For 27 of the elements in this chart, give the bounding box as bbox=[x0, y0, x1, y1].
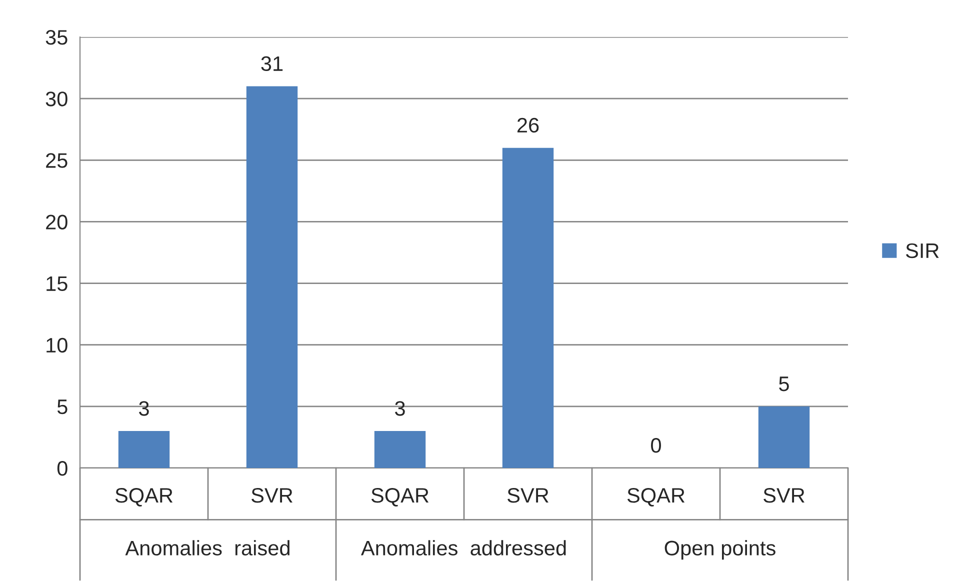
data-label: 5 bbox=[779, 376, 789, 392]
y-tick-label: 25 bbox=[46, 153, 68, 168]
y-tick-label: 5 bbox=[57, 400, 68, 414]
x-tick-label: SVR bbox=[252, 488, 292, 503]
bar bbox=[374, 431, 426, 468]
bar bbox=[246, 86, 298, 468]
x-tick-label: SVR bbox=[508, 488, 548, 503]
x-tick-label: SQAR bbox=[371, 488, 429, 506]
text: Anomalies addressed bbox=[360, 540, 566, 556]
y-tick-label: 15 bbox=[46, 276, 68, 292]
legend-label: SIR bbox=[906, 243, 939, 258]
y-tick-label: 20 bbox=[46, 214, 68, 230]
x-tick-label: SQAR bbox=[115, 488, 173, 506]
data-label: 0 bbox=[651, 438, 661, 453]
y-tick-label: 10 bbox=[46, 338, 68, 353]
data-label: 26 bbox=[517, 118, 539, 133]
y-tick-label: 30 bbox=[46, 92, 68, 106]
x-tick-label: SQAR bbox=[627, 488, 685, 506]
bar bbox=[502, 148, 554, 468]
y-tick-label: 0 bbox=[57, 461, 68, 476]
x-tick-label: SVR bbox=[764, 488, 804, 503]
text: Anomalies raised bbox=[125, 540, 290, 556]
bar bbox=[118, 431, 170, 468]
bar bbox=[758, 406, 810, 468]
y-tick-label: 35 bbox=[46, 30, 68, 45]
data-label: 31 bbox=[261, 56, 283, 72]
text: Open points bbox=[664, 540, 776, 560]
